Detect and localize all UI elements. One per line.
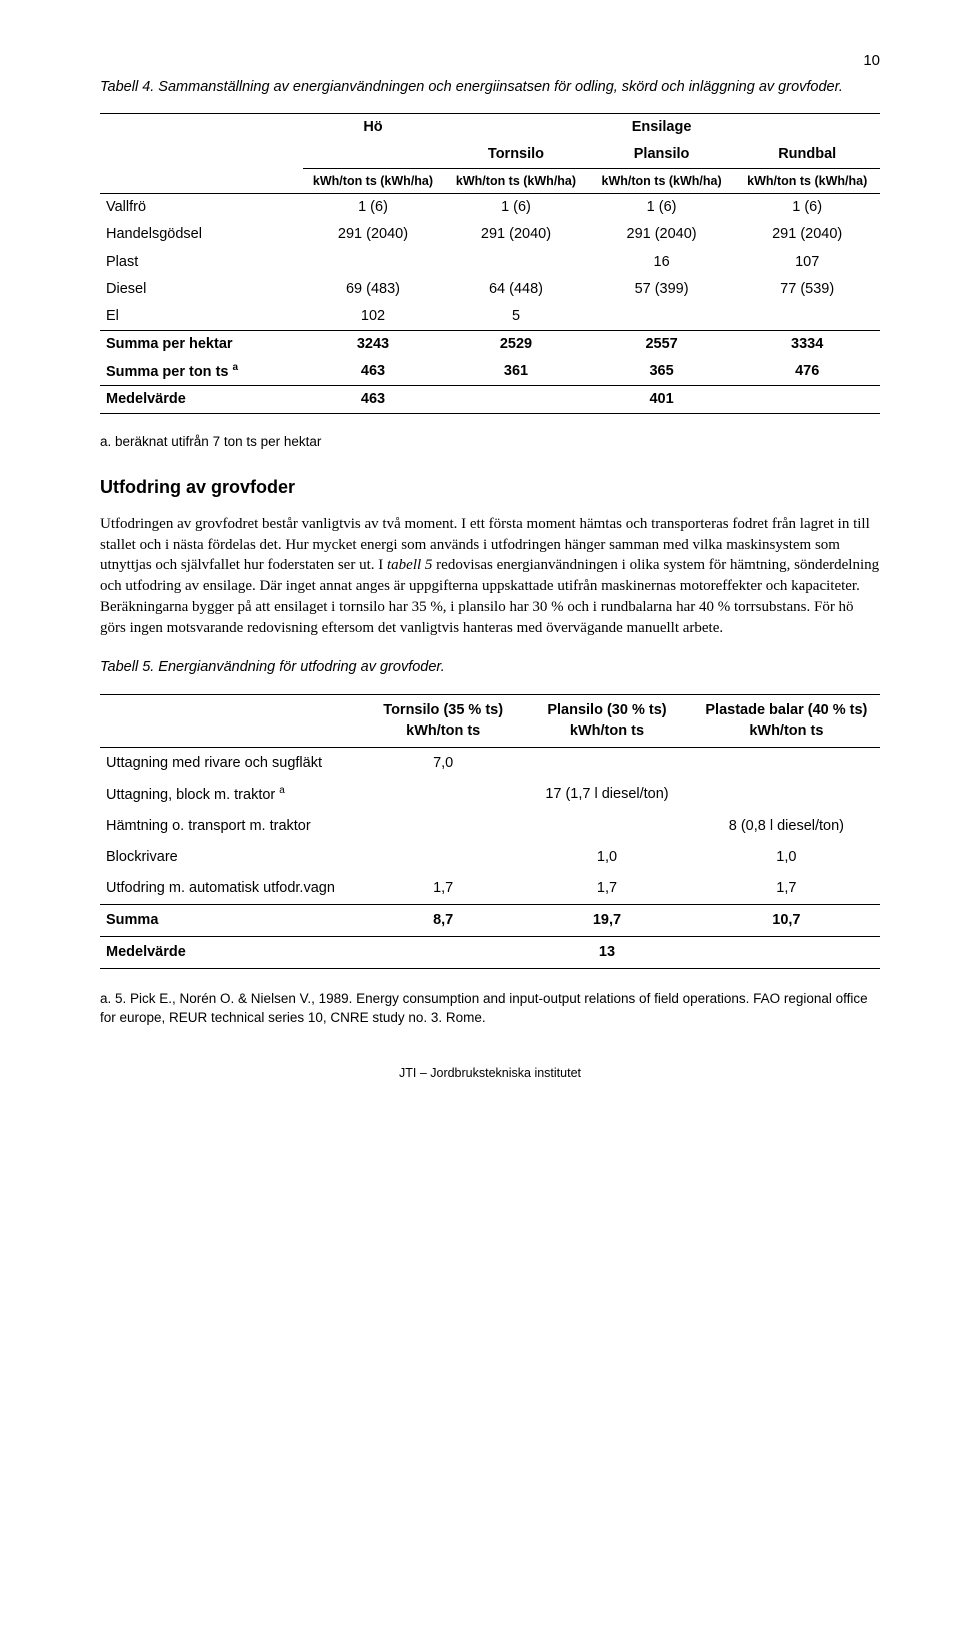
t5-cell: 7,0 xyxy=(365,747,521,779)
table4-footnote: a. beräknat utifrån 7 ton ts per hektar xyxy=(100,432,880,452)
t5-cell xyxy=(521,811,693,842)
table5: Tornsilo (35 % ts)kWh/ton ts Plansilo (3… xyxy=(100,694,880,969)
t5-cell xyxy=(521,747,693,779)
t5-cell: 8 (0,8 l diesel/ton) xyxy=(693,811,880,842)
t4-cell: 77 (539) xyxy=(734,276,880,303)
t5-cell: 8,7 xyxy=(365,904,521,936)
page-number: 10 xyxy=(100,50,880,72)
t4-row-label: Handelsgödsel xyxy=(100,221,303,248)
t4-head-ensilage: Ensilage xyxy=(443,114,880,142)
t5-head-plastade: Plastade balar (40 % ts)kWh/ton ts xyxy=(693,694,880,747)
t4-cell: 102 xyxy=(303,303,443,331)
t4-cell: 16 xyxy=(589,249,735,276)
t5-cell xyxy=(365,811,521,842)
t5-cell: 1,7 xyxy=(521,873,693,905)
t5-cell: 1,0 xyxy=(693,842,880,873)
t4-row-label: Plast xyxy=(100,249,303,276)
t5-cell: 1,7 xyxy=(693,873,880,905)
t4-cell: 361 xyxy=(443,358,589,386)
t5-cell xyxy=(693,936,880,968)
t5-cell xyxy=(365,779,521,811)
t5-row-label: Blockrivare xyxy=(100,842,365,873)
page-footer: JTI – Jordbrukstekniska institutet xyxy=(100,1064,880,1082)
t5-cell: 17 (1,7 l diesel/ton) xyxy=(521,779,693,811)
t4-sumhektar-label: Summa per hektar xyxy=(100,330,303,358)
t5-cell: 1,7 xyxy=(365,873,521,905)
t4-unit-2: kWh/ton ts (kWh/ha) xyxy=(589,169,735,194)
t4-medel-label: Medelvärde xyxy=(100,386,303,414)
t5-cell xyxy=(693,747,880,779)
t4-row-label: Vallfrö xyxy=(100,194,303,222)
table4-caption: Tabell 4. Sammanställning av energianvän… xyxy=(100,78,880,98)
t5-cell xyxy=(365,842,521,873)
t4-head-rundbal: Rundbal xyxy=(734,141,880,169)
t5-cell: 13 xyxy=(521,936,693,968)
t4-cell: 1 (6) xyxy=(734,194,880,222)
t5-head-plansilo: Plansilo (30 % ts)kWh/ton ts xyxy=(521,694,693,747)
t4-cell: 2529 xyxy=(443,330,589,358)
t4-sumton-label: Summa per ton ts a xyxy=(100,358,303,386)
t5-cell: 19,7 xyxy=(521,904,693,936)
t4-cell xyxy=(443,249,589,276)
t4-cell: 365 xyxy=(589,358,735,386)
t4-cell: 463 xyxy=(303,358,443,386)
t4-cell: 401 xyxy=(443,386,880,414)
t5-row-label: Uttagning, block m. traktor a xyxy=(100,779,365,811)
table5-footnote: a. 5. Pick E., Norén O. & Nielsen V., 19… xyxy=(100,989,880,1028)
table5-caption: Tabell 5. Energianvändning för utfodring… xyxy=(100,658,880,678)
t4-cell: 107 xyxy=(734,249,880,276)
t5-row-label: Hämtning o. transport m. traktor xyxy=(100,811,365,842)
t4-head-tornsilo: Tornsilo xyxy=(443,141,589,169)
t4-cell: 3334 xyxy=(734,330,880,358)
t4-cell: 57 (399) xyxy=(589,276,735,303)
t5-cell xyxy=(365,936,521,968)
t4-cell: 1 (6) xyxy=(303,194,443,222)
t4-cell: 291 (2040) xyxy=(303,221,443,248)
t4-cell: 2557 xyxy=(589,330,735,358)
t4-unit-0: kWh/ton ts (kWh/ha) xyxy=(303,169,443,194)
table4: Hö Ensilage Tornsilo Plansilo Rundbal kW… xyxy=(100,113,880,414)
t4-cell: 3243 xyxy=(303,330,443,358)
t5-row-label: Utfodring m. automatisk utfodr.vagn xyxy=(100,873,365,905)
t5-cell xyxy=(693,779,880,811)
t4-row-label: El xyxy=(100,303,303,331)
t5-row-label: Uttagning med rivare och sugfläkt xyxy=(100,747,365,779)
t4-cell xyxy=(303,249,443,276)
t4-cell: 1 (6) xyxy=(443,194,589,222)
t4-cell: 291 (2040) xyxy=(734,221,880,248)
t4-cell: 476 xyxy=(734,358,880,386)
t5-medel-label: Medelvärde xyxy=(100,936,365,968)
t4-cell: 69 (483) xyxy=(303,276,443,303)
t5-cell: 1,0 xyxy=(521,842,693,873)
t4-cell: 291 (2040) xyxy=(589,221,735,248)
t5-cell: 10,7 xyxy=(693,904,880,936)
t5-summa-label: Summa xyxy=(100,904,365,936)
t4-cell: 463 xyxy=(303,386,443,414)
body-paragraph: Utfodringen av grovfodret består vanligt… xyxy=(100,514,880,638)
t4-row-label: Diesel xyxy=(100,276,303,303)
t4-head-plansilo: Plansilo xyxy=(589,141,735,169)
t4-unit-3: kWh/ton ts (kWh/ha) xyxy=(734,169,880,194)
t4-cell xyxy=(589,303,735,331)
t5-head-tornsilo: Tornsilo (35 % ts)kWh/ton ts xyxy=(365,694,521,747)
t4-cell: 64 (448) xyxy=(443,276,589,303)
section-heading-utfodring: Utfodring av grovfoder xyxy=(100,474,880,500)
t4-head-ho: Hö xyxy=(303,114,443,142)
t4-cell: 291 (2040) xyxy=(443,221,589,248)
t4-cell: 5 xyxy=(443,303,589,331)
t4-unit-1: kWh/ton ts (kWh/ha) xyxy=(443,169,589,194)
t4-cell: 1 (6) xyxy=(589,194,735,222)
t4-cell xyxy=(734,303,880,331)
